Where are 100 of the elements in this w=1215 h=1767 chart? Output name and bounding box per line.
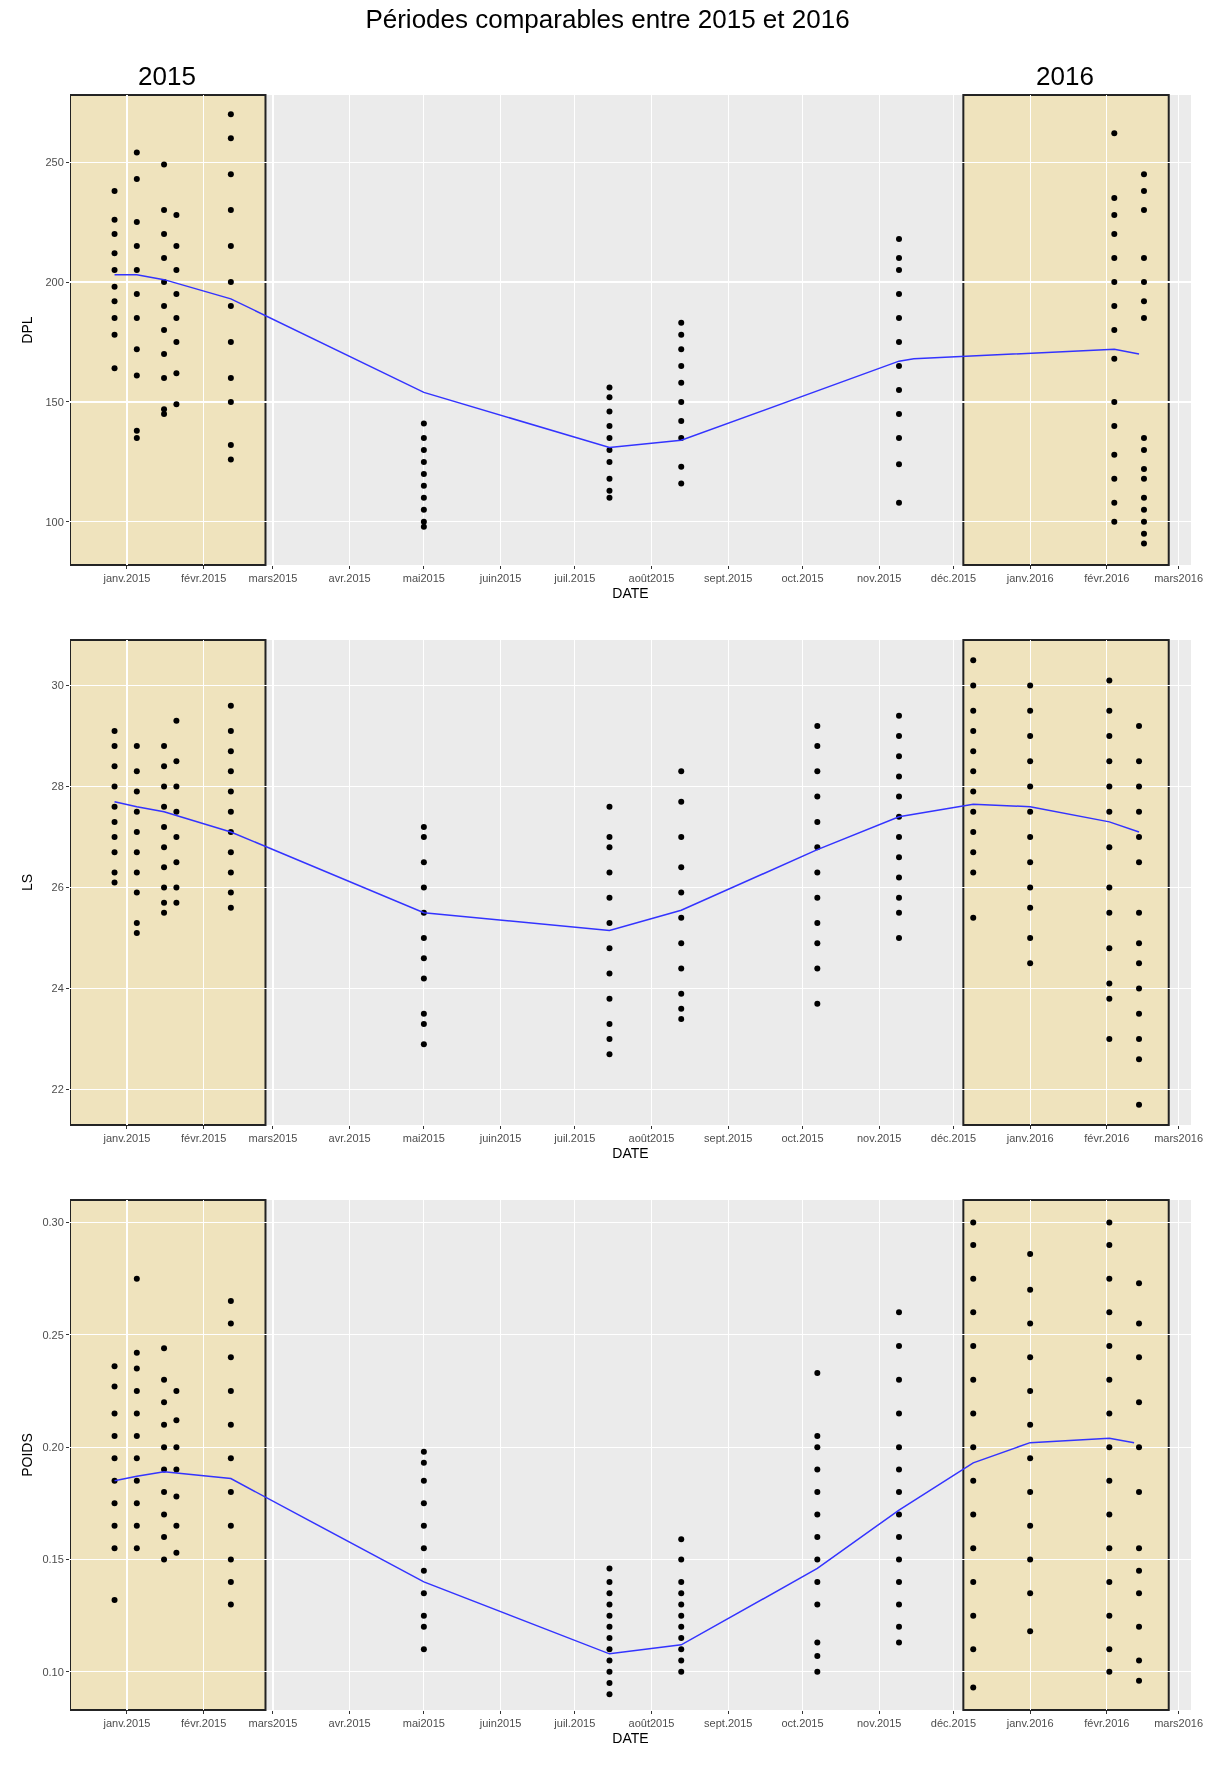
point <box>678 940 685 947</box>
point <box>111 1455 118 1462</box>
point <box>814 1444 821 1451</box>
point <box>161 1376 168 1383</box>
point <box>1027 1320 1034 1327</box>
point <box>227 1601 234 1608</box>
point <box>606 1578 613 1585</box>
point <box>1136 909 1143 916</box>
point <box>896 1639 902 1646</box>
point <box>896 386 902 393</box>
point <box>896 338 902 345</box>
y-tick-label: 150 <box>45 395 64 408</box>
point <box>420 446 427 453</box>
point <box>896 1578 902 1585</box>
point <box>111 783 118 790</box>
point <box>814 965 821 972</box>
point <box>1140 171 1147 178</box>
point <box>133 788 140 795</box>
point <box>814 1578 821 1585</box>
x-tick-label: juin2015 <box>478 1132 522 1145</box>
point <box>606 1601 613 1608</box>
point <box>173 834 180 841</box>
point <box>1140 187 1147 194</box>
point <box>678 1578 685 1585</box>
point <box>161 864 168 871</box>
x-tick-label: janv.2016 <box>1005 572 1054 585</box>
point <box>1111 422 1118 429</box>
x-tick-label: août2015 <box>628 1132 675 1145</box>
point <box>1027 707 1034 714</box>
point <box>133 828 140 835</box>
point <box>1106 1343 1113 1350</box>
point <box>111 365 118 372</box>
point <box>896 267 902 274</box>
point <box>1140 475 1147 482</box>
y-tick-label: 24 <box>51 982 64 995</box>
point <box>678 914 685 921</box>
point <box>970 1219 977 1226</box>
point <box>227 1387 234 1394</box>
point <box>1027 1354 1034 1361</box>
point <box>1027 732 1034 739</box>
x-tick-label: févr.2016 <box>1084 1717 1130 1730</box>
point <box>606 970 613 977</box>
point <box>1111 499 1118 506</box>
point <box>1027 935 1034 942</box>
x-axis-title: DATE <box>612 584 649 601</box>
point <box>1111 398 1118 405</box>
point <box>420 494 427 501</box>
x-tick-label: mars2016 <box>1154 1132 1204 1145</box>
point <box>161 743 168 750</box>
point <box>227 1556 234 1563</box>
point <box>1027 1455 1034 1462</box>
point <box>161 350 168 357</box>
point <box>970 808 977 815</box>
point <box>606 422 613 429</box>
point <box>133 149 140 156</box>
point <box>161 410 168 417</box>
x-tick-label: oct.2015 <box>781 1717 824 1730</box>
point <box>1106 1444 1113 1451</box>
point <box>896 315 902 322</box>
point <box>1027 1421 1034 1428</box>
point <box>161 374 168 381</box>
point <box>606 995 613 1002</box>
x-tick-label: mai2015 <box>402 1132 445 1145</box>
point <box>1106 1410 1113 1417</box>
point <box>1106 1376 1113 1383</box>
y-axis-title: DPL <box>19 316 35 344</box>
point <box>1111 279 1118 286</box>
point <box>1136 834 1143 841</box>
point <box>970 1646 977 1653</box>
point <box>896 235 902 242</box>
point <box>227 727 234 734</box>
point <box>896 434 902 441</box>
y-tick-label: 0.15 <box>42 1553 64 1566</box>
point <box>133 315 140 322</box>
point <box>1106 732 1113 739</box>
x-tick-label: mai2015 <box>402 572 445 585</box>
point <box>227 889 234 896</box>
point <box>896 1511 902 1518</box>
point <box>420 834 427 841</box>
point <box>173 370 180 377</box>
point <box>173 758 180 765</box>
point <box>896 499 902 506</box>
point <box>173 1522 180 1529</box>
point <box>1140 315 1147 322</box>
y-tick-label: 26 <box>51 881 64 894</box>
point <box>1111 303 1118 310</box>
point <box>173 1417 180 1424</box>
point <box>814 940 821 947</box>
point <box>173 401 180 408</box>
point <box>133 1455 140 1462</box>
x-tick-label: févr.2015 <box>181 572 227 585</box>
point <box>161 1444 168 1451</box>
point <box>1027 1556 1034 1563</box>
x-tick-label: avr.2015 <box>328 1132 371 1145</box>
point <box>420 975 427 982</box>
point <box>133 1275 140 1282</box>
point <box>970 657 977 664</box>
point <box>1027 1387 1034 1394</box>
point <box>606 844 613 851</box>
point <box>161 1421 168 1428</box>
